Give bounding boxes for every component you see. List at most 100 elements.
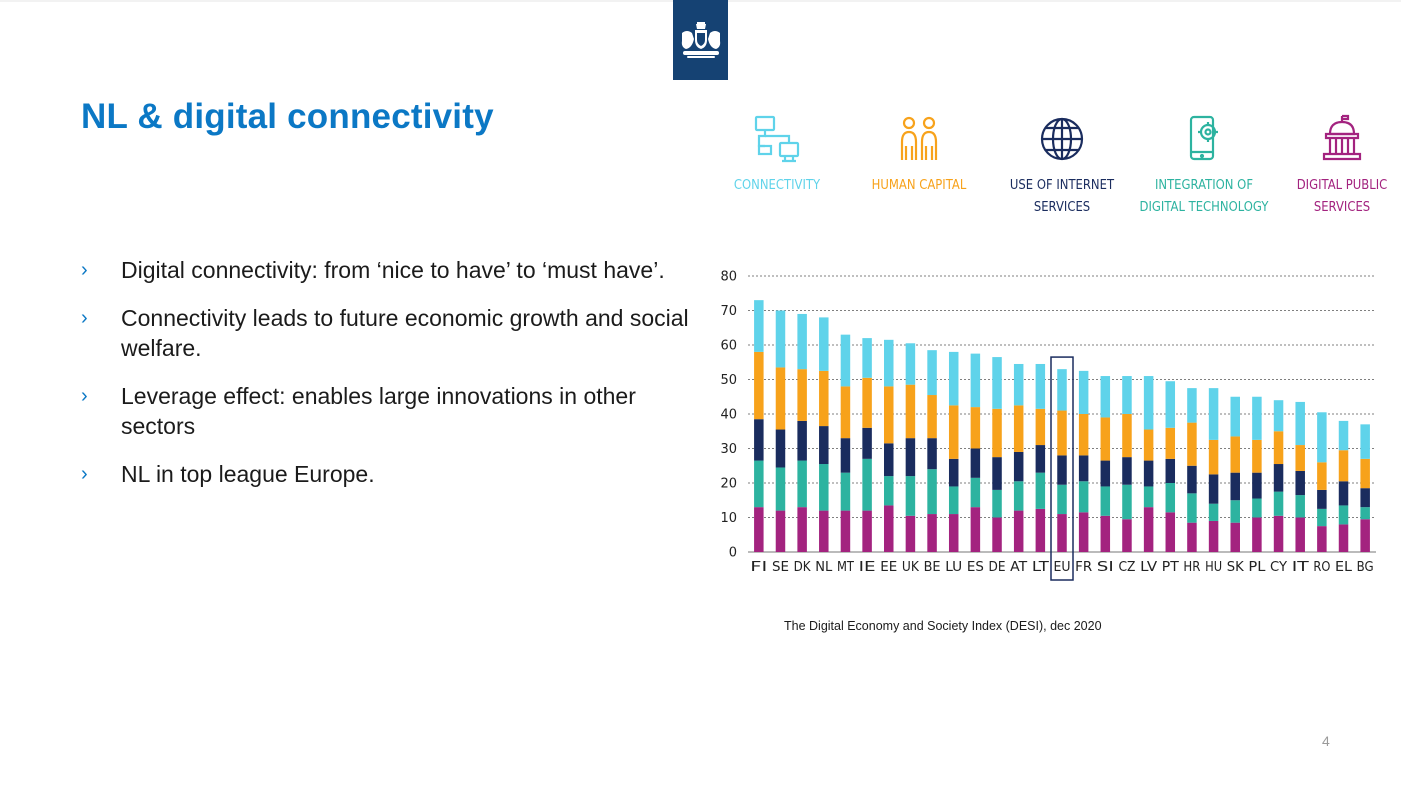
bar-segment [1078,370,1089,414]
bar-segment [948,458,959,487]
x-tick-label: CY [1270,560,1287,575]
bar-segment [1122,376,1132,414]
bar-segment [970,448,981,478]
legend-label: INTEGRATION OF DIGITAL TECHNOLOGY [1139,177,1269,215]
bar-segment [884,339,894,387]
bar-segment [1338,505,1349,525]
bar-segment [775,367,786,430]
bar-segment [1035,472,1046,509]
bar-segment [1338,420,1349,451]
bar-segment [927,350,937,396]
bar-segment [1338,524,1349,552]
bar-segment [1230,436,1240,473]
bar-segment [1187,493,1197,523]
bar-segment [970,507,981,552]
bar-segment [1122,457,1132,485]
government-building-icon [1322,114,1362,161]
bar-segment [775,310,786,368]
bar-segment [905,476,916,516]
bar-segment [1122,484,1132,520]
bar-segment [819,426,829,465]
bar-segment [1208,520,1219,552]
bullet-text: Digital connectivity: from ‘nice to have… [121,257,665,283]
x-tick-label: IE [859,560,876,575]
bar-segment [1360,458,1370,489]
bar-segment [1317,462,1327,490]
x-tick-label: HU [1205,560,1222,575]
x-tick-label: SI [1097,560,1114,575]
bar-segment [1013,451,1024,482]
bar-segment [797,313,807,370]
bar-segment [797,460,807,508]
bar-segment [775,429,786,468]
bar-segment [1165,512,1176,552]
bar-segment [992,408,1002,458]
x-tick-label: LU [945,560,962,575]
bar-segment [1165,427,1176,459]
bar-segment [992,517,1002,552]
bar-segment [1143,486,1154,508]
bar-segment [927,395,937,439]
bar-segment [1057,514,1067,552]
bar-segment [797,369,807,421]
bar-segment [1187,465,1197,494]
bar-segment [1187,388,1197,423]
x-tick-label: NL [815,560,833,575]
bar-segment [862,338,872,378]
bar-segment [992,357,1002,409]
bar-segment [819,510,829,552]
legend-digital-public-services: DIGITAL PUBLIC SERVICES [1282,114,1401,218]
bar-segment [1252,472,1262,499]
eu-highlight-box [1050,356,1074,581]
people-icon [900,116,938,160]
bar-segment [1078,481,1089,513]
bar-segment [1057,484,1067,515]
bar-segment [1013,363,1024,406]
bar-segment [1187,422,1197,466]
bar-segment [840,510,851,552]
bar-segment [1122,414,1132,458]
bar-segment [1208,439,1219,475]
bar-segment [1230,522,1240,552]
y-tick-label: 10 [720,511,737,526]
y-tick-label: 20 [720,477,737,492]
bar-segment [797,420,807,461]
bar-segment [819,370,829,427]
bar-segment [905,515,916,552]
x-tick-label: PT [1162,560,1179,575]
bar-segment [1360,488,1370,508]
bar-segment [1100,376,1111,418]
y-tick-label: 80 [720,270,737,285]
x-tick-label: EE [880,560,897,575]
bar-segment [1035,508,1046,552]
desi-stacked-bar-chart: 0 10 20 30 40 50 60 70 80 FI SE DK NL MT IE EE UK BE LU ES D… [720,270,1376,581]
bar-segment [797,507,807,552]
bullet-text: Leverage effect: enables large innovatio… [121,383,636,439]
y-tick-label: 40 [720,408,737,423]
bar-segment [775,467,786,511]
bullet-text: NL in top league Europe. [121,461,375,487]
bar-segment [1143,460,1154,487]
bar-segment [1035,363,1046,409]
bar-segment [1100,486,1111,516]
x-tick-label: SK [1227,560,1244,575]
x-tick-label: FR [1075,560,1092,575]
legend-integration-of-digital-technology: INTEGRATION OF DIGITAL TECHNOLOGY [1126,114,1282,218]
bar-segment [1338,481,1349,506]
x-tick-label: SE [772,560,789,575]
legend-label: CONNECTIVITY [733,177,821,193]
bar-segment [905,384,916,439]
bar-segment [819,464,829,511]
bar-segment [948,514,959,552]
bar-segment [1208,503,1219,521]
bar-segment [884,443,894,477]
x-tick-label: RO [1313,560,1330,575]
bar-segment [1122,519,1132,552]
bar-segment [840,472,851,511]
x-tick-label: ES [967,560,984,575]
bar-segment [819,317,829,371]
x-tick-label: EL [1335,560,1353,575]
bullet-list: › Digital connectivity: from ‘nice to ha… [81,255,701,507]
bar-segment [905,438,916,477]
bullet-text: Connectivity leads to future economic gr… [121,305,689,361]
